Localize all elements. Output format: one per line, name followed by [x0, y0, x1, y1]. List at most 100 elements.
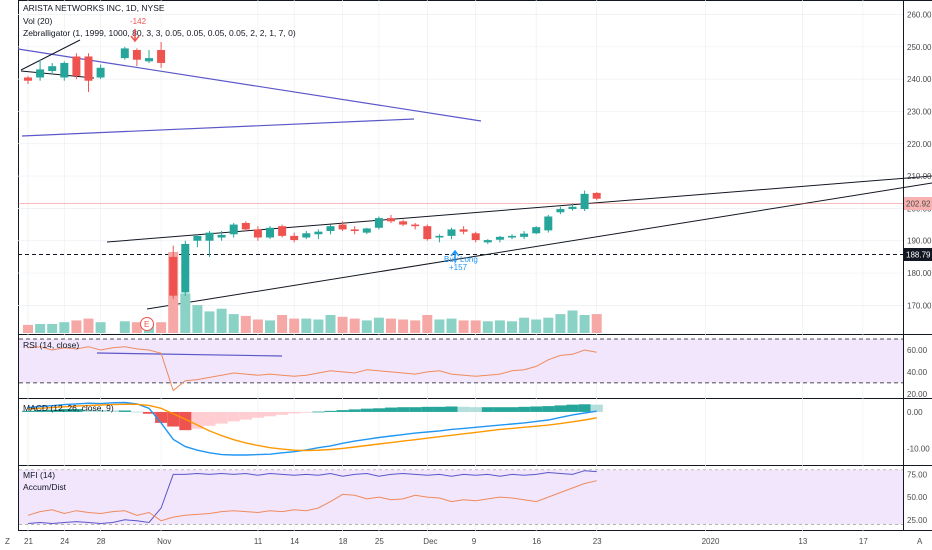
macd-legend: MACD (12, 26, close, 9)	[23, 403, 114, 413]
volume-bar	[59, 322, 70, 333]
black-wedge-top-line[interactable]	[106, 175, 932, 243]
macd-histogram-bar	[251, 411, 264, 418]
candle-body	[241, 222, 250, 230]
macd-histogram-bar	[264, 411, 277, 417]
volume-bar	[313, 319, 324, 333]
auto-scale-icon[interactable]: A	[917, 537, 923, 546]
macd-tick-label: 0.00	[907, 408, 923, 417]
time-tick-label: 2020	[702, 537, 720, 546]
time-axis[interactable]: 21 24 28 Nov 11 14 18 25 Dec 9 16 23 2020 13 17	[24, 537, 868, 546]
macd-histogram-bar	[542, 406, 555, 412]
macd-histogram-bar	[106, 410, 119, 412]
volume-bar	[204, 311, 215, 333]
volume-bar	[337, 316, 348, 333]
timezone-corner-icon[interactable]: Z	[5, 537, 10, 546]
candle-body	[520, 233, 529, 237]
up-arrow-icon	[450, 249, 460, 262]
candle-body	[60, 62, 69, 78]
candle-body	[72, 56, 81, 76]
blue-uptrend-line[interactable]	[21, 118, 415, 137]
candle-body	[193, 235, 202, 241]
volume-bar	[119, 321, 130, 333]
volume-bar	[83, 318, 94, 333]
mfi-legend: MFI (14)	[23, 470, 55, 480]
time-tick-label: 11	[254, 537, 263, 546]
price-tick-label: 190.00	[907, 237, 932, 246]
macd-histogram-bar	[481, 407, 494, 412]
volume-bar	[23, 324, 33, 333]
candle-body	[508, 235, 516, 238]
volume-bar	[156, 322, 167, 333]
volume-bar	[95, 322, 106, 333]
accum-dist-line	[27, 480, 597, 522]
candle-body	[459, 229, 468, 232]
macd-histogram-bar	[215, 411, 228, 424]
candle-body	[556, 209, 565, 213]
macd-histogram-bar	[493, 407, 506, 412]
time-tick-label: 24	[60, 537, 69, 546]
macd-histogram-bar	[227, 411, 240, 422]
macd-histogram-bar	[409, 407, 422, 412]
buy-signal-label: Buy Long	[444, 255, 478, 264]
candle-body	[374, 218, 383, 228]
time-tick-label: 21	[24, 537, 33, 546]
candle-body	[544, 216, 553, 231]
last-price-tag: 202.92	[904, 197, 932, 210]
macd-histogram-bar	[34, 410, 47, 412]
pennant-line-a[interactable]	[20, 39, 81, 71]
candle-body	[278, 226, 287, 236]
price-tick-label: 240.00	[907, 75, 932, 84]
candle-body	[592, 192, 601, 199]
time-tick-label: 18	[339, 537, 348, 546]
pennant-line-b[interactable]	[20, 70, 95, 79]
macd-histogram-bar	[300, 411, 313, 413]
macd-histogram-bar	[130, 411, 143, 413]
earnings-marker[interactable]: E	[140, 317, 154, 331]
price-tick-label: 230.00	[907, 107, 932, 116]
macd-histogram-bar	[179, 411, 192, 431]
candle-body	[483, 240, 492, 243]
macd-histogram-bar	[506, 407, 519, 412]
price-tick-label: 250.00	[907, 43, 932, 52]
volume-bar	[458, 320, 469, 333]
mfi-tick-label: 25.00	[907, 516, 928, 525]
volume-bar	[410, 320, 421, 333]
macd-tick-label: -10.00	[907, 444, 930, 453]
candle-body	[399, 221, 408, 225]
macd-line	[27, 401, 597, 456]
macd-histogram-bar	[46, 409, 59, 412]
candle-body	[302, 233, 311, 238]
time-tick-label: 17	[859, 537, 868, 546]
down-arrow-icon	[130, 29, 140, 43]
time-tick-label: 13	[798, 537, 807, 546]
macd-histogram-bar	[518, 406, 531, 412]
candle-body	[411, 224, 420, 227]
macd-histogram-bar	[276, 411, 289, 415]
buy-signal[interactable]: Buy Long +157	[444, 249, 478, 272]
black-wedge-bottom-line[interactable]	[146, 182, 932, 310]
volume-bar	[543, 317, 554, 333]
price-axes: 170.00180.00190.00200.00210.00220.00230.…	[907, 10, 932, 524]
candle-body	[387, 218, 395, 222]
volume-bar	[361, 320, 372, 333]
candle-body	[580, 193, 589, 210]
candle-body	[48, 66, 57, 72]
candle-body	[24, 77, 32, 81]
last-price-value: 202.92	[906, 200, 931, 209]
rsi-pane	[19, 338, 903, 392]
volume-bar	[240, 315, 251, 333]
time-tick-label: 9	[472, 537, 477, 546]
volume-bar	[349, 318, 360, 333]
macd-histogram-bar	[457, 406, 470, 412]
rsi-tick-label: 20.00	[907, 390, 928, 399]
rsi-legend: RSI (14, close)	[23, 340, 79, 350]
candle-body	[447, 229, 456, 236]
sell-signal[interactable]: -142	[130, 17, 147, 43]
macd-histogram-bar	[324, 410, 337, 412]
candle-body	[495, 236, 504, 240]
rsi-blue-trendline[interactable]	[96, 352, 283, 357]
volume-bar	[398, 319, 409, 333]
macd-histogram-bar	[433, 406, 446, 412]
blue-downtrend-line[interactable]	[17, 48, 482, 122]
